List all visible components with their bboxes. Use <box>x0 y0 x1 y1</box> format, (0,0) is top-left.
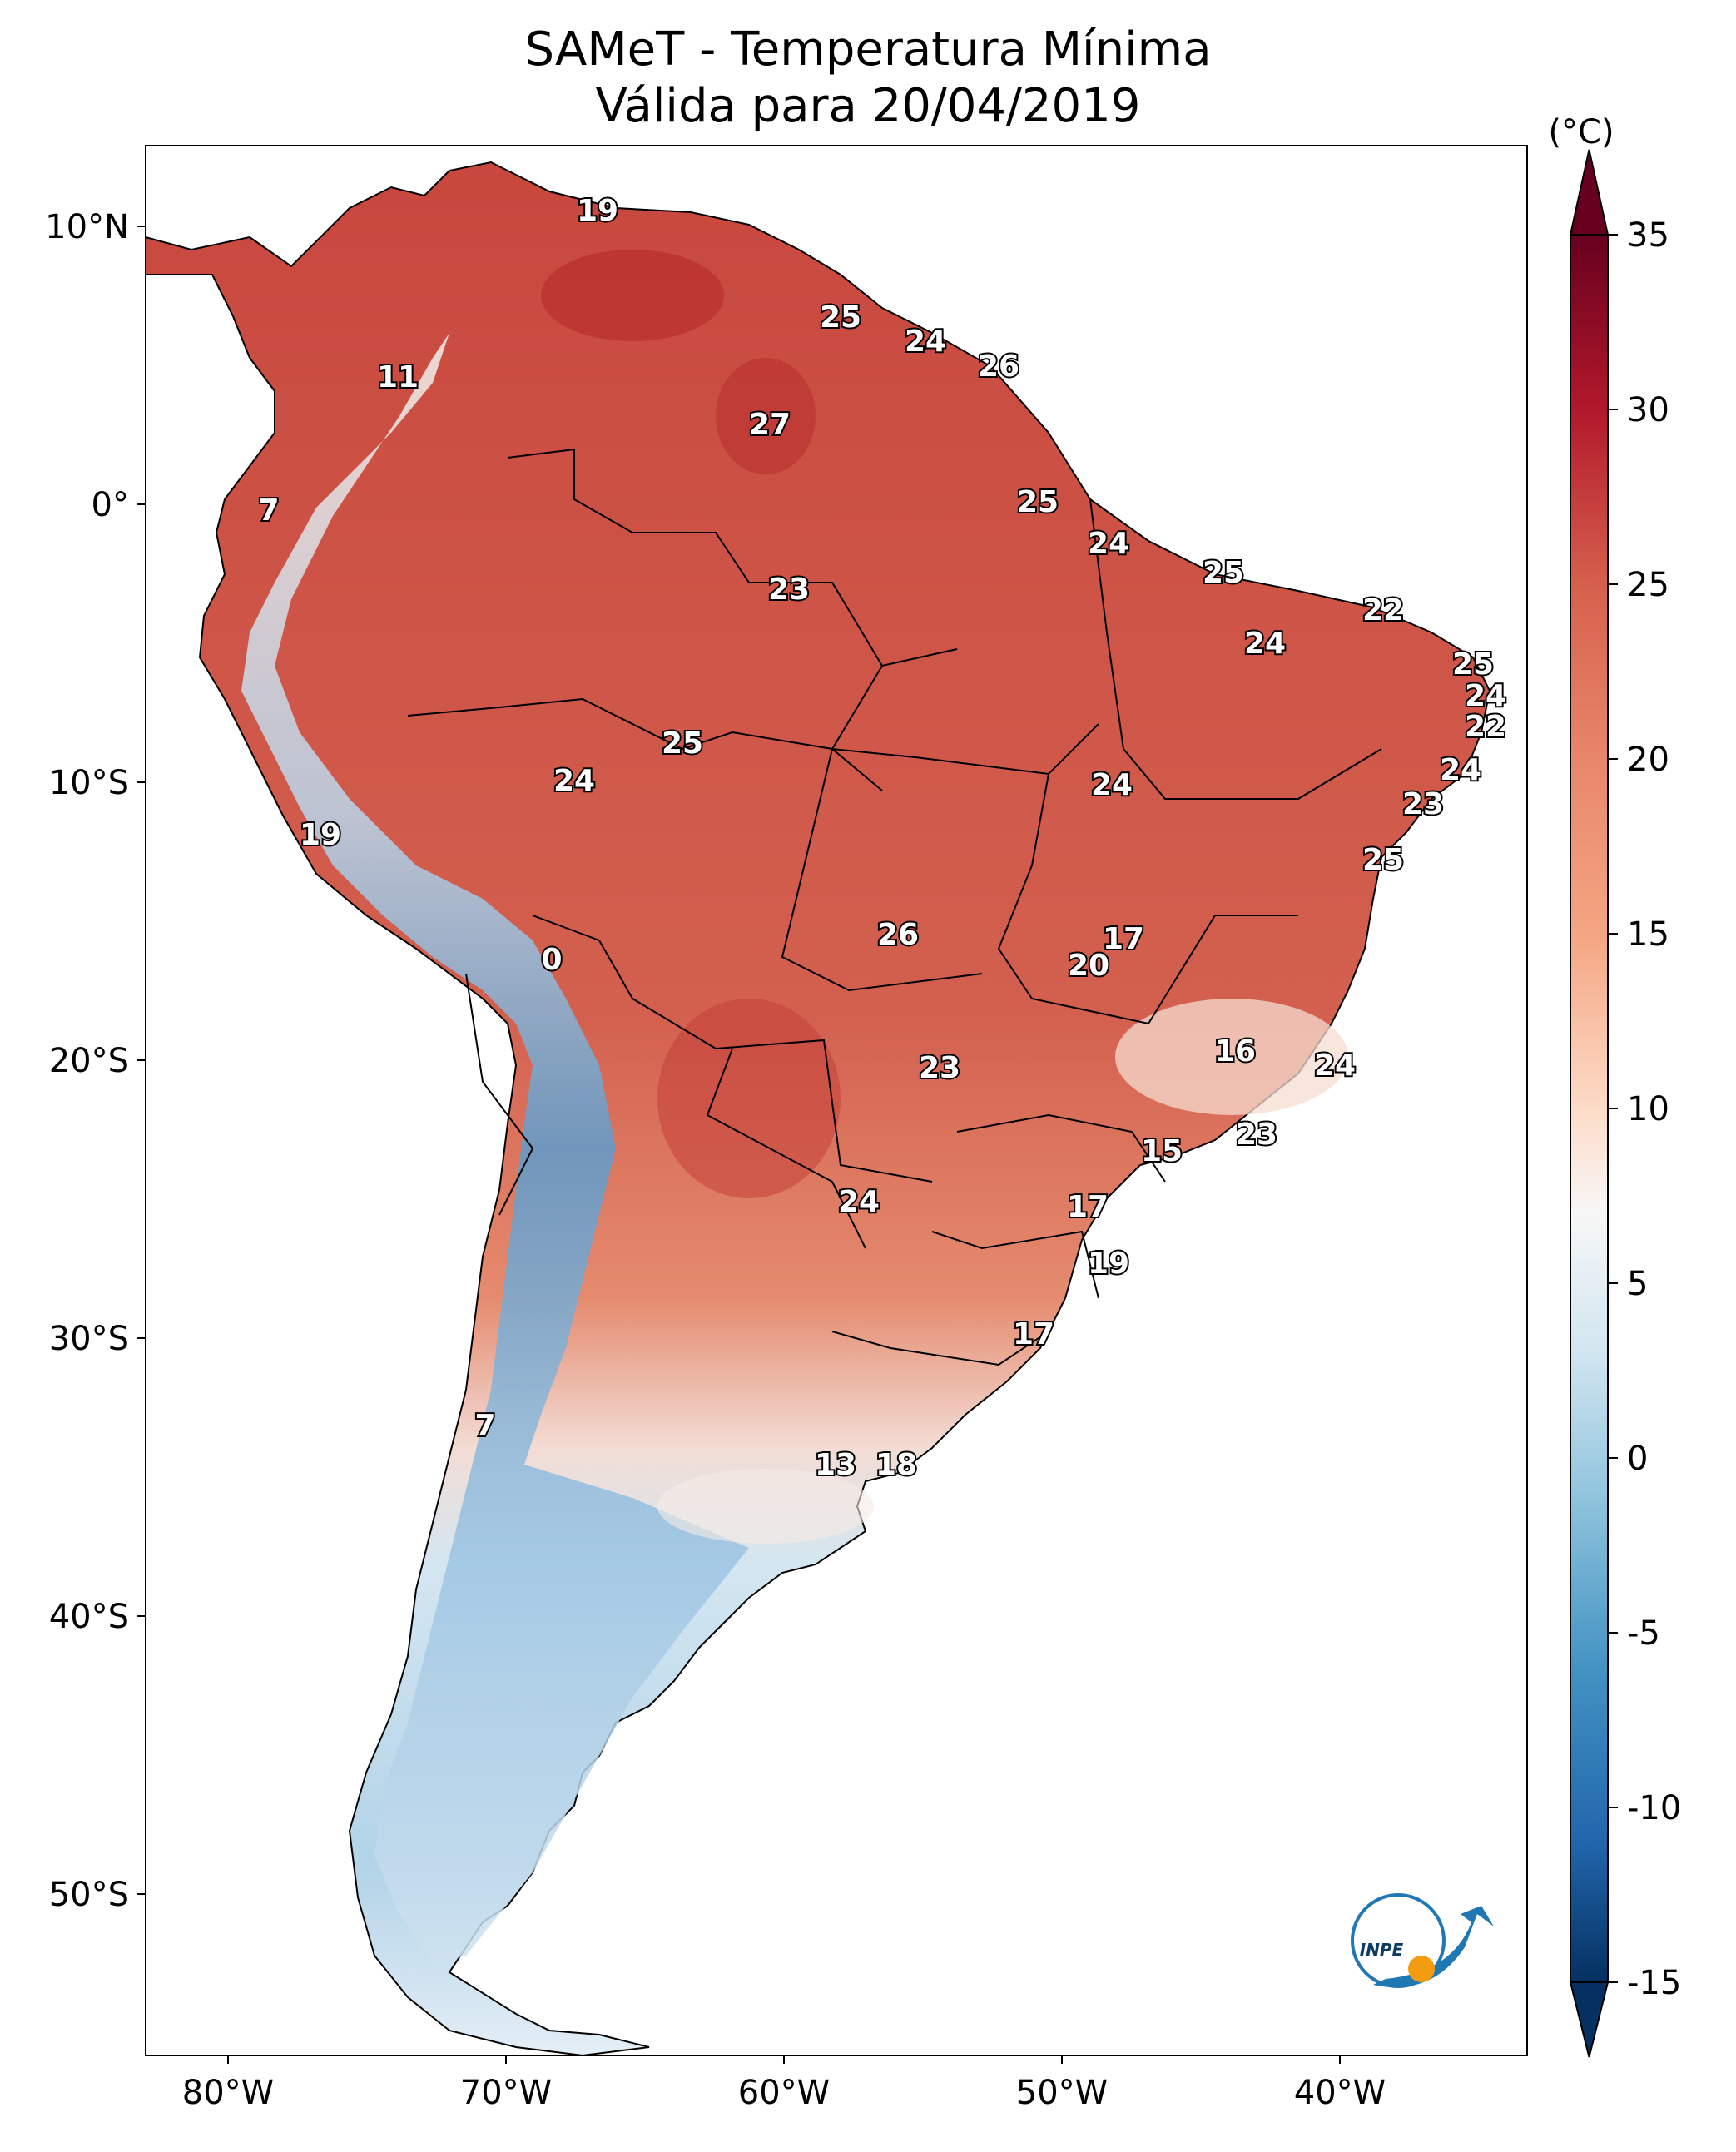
lat-label: 10°N <box>45 208 129 246</box>
lat-label: 50°S <box>49 1876 129 1914</box>
temp-label: 24 <box>1088 527 1129 561</box>
temp-label: 25 <box>1017 485 1059 519</box>
map-title: SAMeT - Temperatura Mínima <box>524 22 1212 77</box>
colorbar-tick-label: 30 <box>1627 391 1669 429</box>
temp-label: 23 <box>768 573 810 607</box>
colorbar-tick-label: 5 <box>1627 1265 1648 1303</box>
lat-label: 0° <box>92 486 129 524</box>
colorbar-tick-label: 0 <box>1627 1440 1648 1478</box>
temp-label: 25 <box>1362 843 1404 877</box>
colorbar-tick-label: -10 <box>1627 1789 1681 1827</box>
temp-label: 23 <box>919 1051 960 1085</box>
colorbar: (°C) 35 30 25 20 15 10 5 0 -5 -10 -15 <box>1548 113 1681 2058</box>
lat-label: 20°S <box>49 1042 129 1080</box>
cool-spot-pampas <box>657 1469 874 1544</box>
political-borders <box>407 448 1382 1366</box>
temp-label: 17 <box>1013 1317 1054 1351</box>
colorbar-body <box>1570 234 1609 1983</box>
temp-label: 7 <box>258 493 279 528</box>
temp-label: 19 <box>1088 1247 1129 1281</box>
temp-label: 25 <box>1452 647 1494 682</box>
longitude-labels: 80°W 70°W 60°W 50°W 40°W <box>182 2074 1386 2112</box>
map-subtitle: Válida para 20/04/2019 <box>595 79 1141 133</box>
temp-label: 24 <box>1440 753 1481 787</box>
temp-label: 24 <box>838 1185 880 1219</box>
temp-label: 17 <box>1103 922 1144 956</box>
temp-label: 25 <box>1203 556 1244 590</box>
lon-label: 80°W <box>182 2074 274 2112</box>
temp-label: 15 <box>1141 1134 1183 1168</box>
colorbar-tick-label: -5 <box>1627 1614 1660 1653</box>
lon-label: 70°W <box>460 2074 552 2112</box>
temp-label: 16 <box>1214 1034 1256 1069</box>
latitude-labels: 10°N 0° 10°S 20°S 30°S 40°S 50°S <box>45 208 129 1914</box>
temp-label: 25 <box>820 300 861 335</box>
temp-label: 24 <box>905 325 946 359</box>
lon-label: 50°W <box>1016 2074 1108 2112</box>
temp-label: 18 <box>875 1448 917 1482</box>
inpe-logo: INPE <box>1351 1893 1494 1988</box>
temperature-labels: 19 11 7 25 24 26 27 25 24 25 23 22 24 25… <box>256 192 1508 1484</box>
temp-label: 24 <box>553 764 595 798</box>
temp-label: 27 <box>749 408 791 442</box>
temp-label: 19 <box>577 194 618 228</box>
temp-label: 17 <box>1067 1190 1109 1224</box>
temp-label: 23 <box>1402 787 1444 821</box>
temp-label: 24 <box>1314 1049 1356 1083</box>
colorbar-tick-label: 10 <box>1627 1090 1669 1128</box>
hot-spot-chaco <box>657 999 841 1198</box>
temp-label: 20 <box>1068 949 1109 983</box>
lat-label: 30°S <box>49 1320 129 1358</box>
temp-label: 23 <box>1236 1118 1277 1152</box>
temp-label: 22 <box>1465 710 1506 744</box>
colorbar-tick-label: 25 <box>1627 566 1669 604</box>
cool-spot-southeast <box>1115 999 1348 1115</box>
colorbar-tick-label: 20 <box>1627 741 1669 779</box>
lat-label: 10°S <box>49 764 129 802</box>
axis-ticks <box>137 226 1341 2064</box>
colorbar-tick-label: 15 <box>1627 915 1669 954</box>
temp-label: 26 <box>877 918 919 952</box>
colorbar-ticks: 35 30 25 20 15 10 5 0 -5 -10 -15 <box>1608 216 1681 2002</box>
temp-label: 0 <box>541 943 562 977</box>
temp-label: 22 <box>1362 593 1404 627</box>
colorbar-tick-label: -15 <box>1627 1964 1681 2002</box>
temp-label: 13 <box>815 1448 856 1482</box>
temp-label: 24 <box>1465 679 1506 713</box>
colorbar-bottom-arrow <box>1569 1981 1610 2058</box>
hot-spot-amazon <box>716 358 816 474</box>
temp-label: 25 <box>662 726 703 761</box>
temp-label: 19 <box>300 818 341 852</box>
colorbar-unit: (°C) <box>1548 113 1614 151</box>
logo-text: INPE <box>1360 1940 1404 1960</box>
temp-label: 11 <box>377 360 419 394</box>
temp-label: 24 <box>1091 768 1133 802</box>
temp-label: 26 <box>978 350 1019 384</box>
colorbar-top-arrow <box>1569 149 1610 236</box>
lon-label: 60°W <box>738 2074 830 2112</box>
lon-label: 40°W <box>1294 2074 1386 2112</box>
temp-label: 7 <box>474 1409 495 1443</box>
lat-label: 40°S <box>49 1598 129 1636</box>
andes-cold-region <box>241 333 749 1964</box>
temp-label: 24 <box>1244 627 1286 661</box>
hot-spot-north <box>541 250 724 341</box>
colorbar-tick-label: 35 <box>1627 216 1669 255</box>
